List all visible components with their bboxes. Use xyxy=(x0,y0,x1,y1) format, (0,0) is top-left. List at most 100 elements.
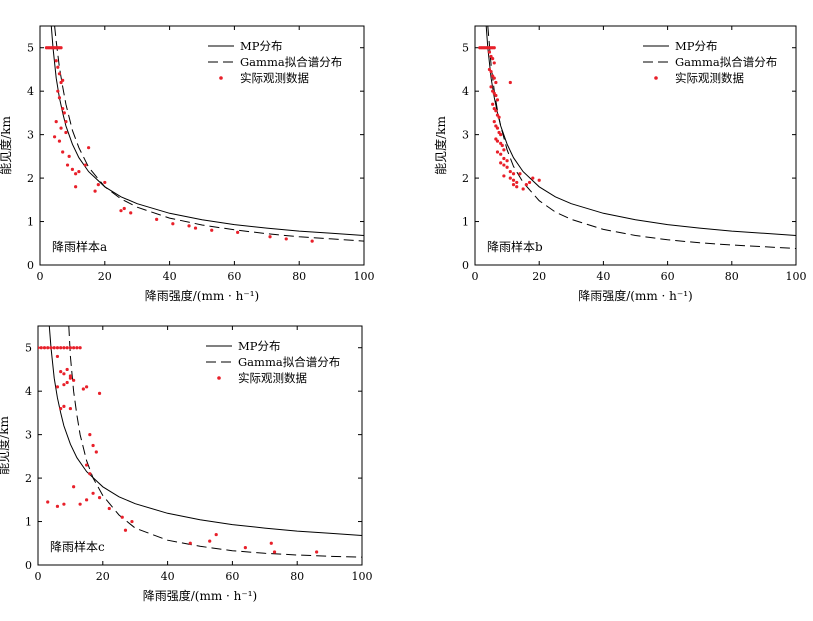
data-point xyxy=(46,346,50,350)
data-point xyxy=(67,154,71,158)
data-point xyxy=(91,443,95,448)
data-point xyxy=(62,372,66,376)
data-point xyxy=(91,491,95,495)
data-point xyxy=(193,226,198,230)
series-observed-points xyxy=(44,46,314,243)
data-point xyxy=(65,380,69,385)
data-point xyxy=(515,185,519,189)
series-gamma-line xyxy=(54,26,364,242)
data-point xyxy=(492,46,496,50)
data-point xyxy=(236,230,240,235)
data-point xyxy=(59,346,63,350)
data-point xyxy=(495,98,500,102)
data-point xyxy=(59,126,63,130)
legend-entry: MP分布 xyxy=(238,339,281,353)
chart-panel-2: 0 20 40 60 80 100 0 1 2 3 4 5 降雨强度/(mm · h⁻¹) 能见度/km 降… xyxy=(433,25,807,303)
x-tick-label: 20 xyxy=(532,270,546,283)
series-observed-points xyxy=(38,346,319,554)
data-point xyxy=(39,346,43,350)
data-point xyxy=(59,406,63,411)
data-point xyxy=(515,180,519,185)
data-point xyxy=(107,506,111,511)
data-point xyxy=(72,485,76,489)
data-point xyxy=(68,406,72,411)
data-point xyxy=(508,176,512,180)
data-point xyxy=(88,472,92,476)
data-point xyxy=(508,169,512,174)
data-point xyxy=(103,180,107,185)
y-tick-label: 1 xyxy=(27,216,34,229)
data-point xyxy=(75,346,79,350)
data-point xyxy=(55,385,60,389)
data-point xyxy=(130,519,134,524)
data-point xyxy=(505,159,509,163)
legend-entry: MP分布 xyxy=(240,39,283,53)
data-point xyxy=(524,183,528,187)
data-point xyxy=(78,346,82,350)
data-point xyxy=(57,72,62,76)
data-point xyxy=(68,376,72,380)
x-tick-label: 100 xyxy=(786,270,807,283)
data-point xyxy=(511,178,516,182)
series-gamma-line xyxy=(487,26,796,249)
y-tick-label: 1 xyxy=(25,516,32,529)
data-point xyxy=(508,80,512,85)
y-tick-label: 0 xyxy=(462,259,469,272)
data-point xyxy=(94,450,98,454)
y-tick-label: 3 xyxy=(25,429,32,442)
data-point xyxy=(502,156,506,161)
data-point xyxy=(78,502,82,506)
legend-entry: Gamma拟合谱分布 xyxy=(675,55,777,69)
data-point xyxy=(511,183,516,187)
data-point xyxy=(54,120,58,124)
data-point xyxy=(268,235,272,239)
data-point xyxy=(210,228,214,232)
data-point xyxy=(62,346,66,350)
data-point xyxy=(171,222,175,226)
y-axis-label: 能见度/km xyxy=(433,116,448,175)
x-tick-label: 80 xyxy=(292,270,306,283)
data-point xyxy=(492,61,496,65)
data-point xyxy=(88,433,92,437)
y-tick-label: 4 xyxy=(27,85,34,98)
y-tick-label: 2 xyxy=(25,472,32,485)
y-tick-label: 5 xyxy=(462,42,469,55)
data-point xyxy=(492,120,496,124)
data-point xyxy=(531,176,535,180)
x-tick-label: 0 xyxy=(37,270,44,283)
data-point xyxy=(85,385,89,389)
y-tick-label: 0 xyxy=(27,259,34,272)
data-point xyxy=(214,532,218,537)
data-point xyxy=(59,46,63,50)
series-mp-line xyxy=(48,326,362,536)
data-point xyxy=(96,183,100,187)
data-point xyxy=(56,89,60,93)
data-point xyxy=(243,546,247,550)
series-mp-line xyxy=(485,26,796,236)
legend-observed-swatch xyxy=(217,376,221,380)
data-point xyxy=(129,211,133,215)
data-point xyxy=(499,133,503,137)
plot-frame xyxy=(474,25,797,266)
data-point xyxy=(87,146,91,150)
x-tick-label: 80 xyxy=(725,270,739,283)
data-point xyxy=(521,187,525,191)
y-tick-label: 2 xyxy=(462,172,469,185)
data-point xyxy=(188,541,192,545)
data-point xyxy=(499,161,503,165)
y-tick-label: 5 xyxy=(25,342,32,355)
x-tick-label: 20 xyxy=(96,570,110,583)
data-point xyxy=(72,346,76,350)
data-point xyxy=(511,172,516,176)
data-point xyxy=(284,237,288,241)
data-point xyxy=(208,539,212,543)
data-point xyxy=(85,498,89,502)
data-point xyxy=(505,165,509,169)
plot-frame xyxy=(37,325,363,566)
data-point xyxy=(62,383,66,387)
data-point xyxy=(62,502,66,506)
data-point xyxy=(492,76,496,80)
data-point xyxy=(187,224,191,228)
